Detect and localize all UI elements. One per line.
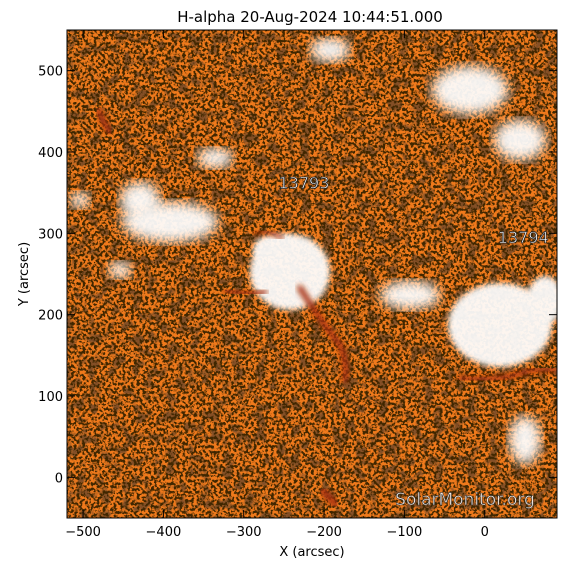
plage-top-right: [432, 66, 508, 114]
y-tick-label: 400: [38, 146, 63, 161]
watermark: SolarMonitor.org: [395, 490, 535, 510]
plage-mid-left: [108, 262, 132, 278]
region-labels: 13793 13794: [278, 173, 549, 247]
plage-left-upper: [120, 182, 160, 218]
filament-main: [297, 285, 349, 383]
y-tick-label: 100: [38, 390, 63, 405]
plage-upper-center: [197, 148, 233, 168]
plage-mid: [380, 281, 440, 309]
solar-image: 13793 13794 SolarMonitor.org: [67, 30, 557, 518]
y-axis-label: Y (arcsec): [17, 242, 32, 307]
x-tick-label: −400: [146, 525, 182, 540]
plage-upper-left-dot: [70, 192, 90, 208]
plot-frame: [66, 29, 558, 519]
y-tick-label: 500: [38, 65, 63, 80]
filament-right: [457, 366, 557, 382]
plot-title: H-alpha 20-Aug-2024 10:44:51.000: [177, 8, 443, 26]
x-tick-label: −100: [387, 525, 423, 540]
x-tick-label: −500: [65, 525, 101, 540]
plage-core-13793-upper: [253, 234, 297, 266]
filament-left: [222, 287, 268, 297]
plage-13794-right: [527, 276, 557, 324]
region-label-13793: 13793: [279, 174, 330, 193]
filament-bottom: [318, 486, 340, 509]
plage-top-right-2: [494, 120, 546, 160]
filament-upper: [253, 229, 284, 240]
region-label-13794: 13794: [498, 228, 549, 247]
plage-right-lower: [509, 416, 541, 464]
x-tick-label: −300: [226, 525, 262, 540]
y-tick-label: 200: [38, 309, 63, 324]
plage-top-center: [310, 38, 350, 62]
x-tick-label: −200: [306, 525, 342, 540]
x-axis: −500 −400 −300 −200 −100 0: [65, 30, 489, 540]
plage-core-13794: [448, 283, 552, 367]
filaments: [95, 107, 557, 509]
x-tick-label: 0: [481, 525, 489, 540]
y-axis: 0 100 200 300 400 500: [38, 65, 557, 486]
y-tick-label: 300: [38, 227, 63, 242]
plage-regions: [70, 38, 557, 464]
filament-top-left: [95, 107, 113, 135]
y-tick-label: 0: [55, 471, 63, 486]
x-axis-label: X (arcsec): [279, 545, 344, 560]
